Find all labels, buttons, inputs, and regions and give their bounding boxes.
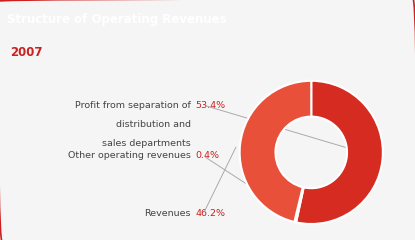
Text: Revenues: Revenues (144, 209, 191, 218)
Text: Profit from separation of: Profit from separation of (75, 101, 191, 110)
Text: Structure of Operating Revenues: Structure of Operating Revenues (7, 13, 227, 26)
Wedge shape (296, 81, 383, 224)
Wedge shape (294, 187, 304, 222)
Text: distribution and: distribution and (116, 120, 191, 129)
Text: 0.4%: 0.4% (195, 151, 219, 160)
Text: 2007: 2007 (10, 46, 43, 59)
Text: Other operating revenues: Other operating revenues (68, 151, 191, 160)
Text: sales departments: sales departments (102, 139, 191, 148)
Text: 46.2%: 46.2% (195, 209, 225, 218)
Wedge shape (239, 81, 311, 222)
Text: 53.4%: 53.4% (195, 101, 225, 110)
